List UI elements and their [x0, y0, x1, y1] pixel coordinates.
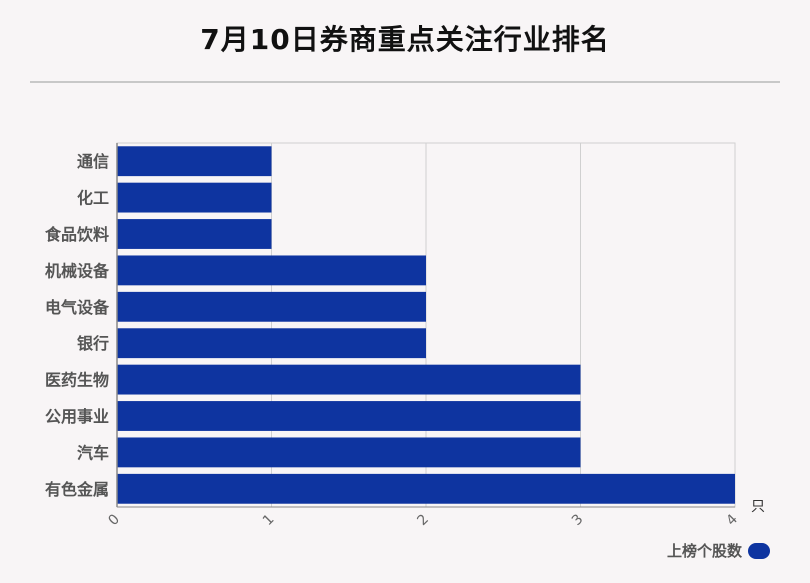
bar	[117, 473, 735, 504]
category-label: 化工	[77, 189, 109, 208]
category-label: 电气设备	[45, 298, 110, 317]
bar	[117, 364, 581, 395]
x-tick-label: 3	[569, 511, 587, 529]
bar	[117, 146, 272, 177]
x-tick-label: 1	[260, 511, 278, 529]
bar	[117, 182, 272, 213]
category-label: 有色金属	[45, 480, 109, 499]
x-tick-label: 2	[414, 511, 432, 529]
chart-title: 7月10日券商重点关注行业排名	[200, 23, 610, 56]
category-label: 汽车	[77, 443, 109, 462]
x-tick-label: 0	[105, 511, 123, 529]
x-tick-label: 4	[723, 511, 741, 529]
title-divider	[30, 81, 780, 83]
category-label: 通信	[77, 152, 109, 171]
category-label: 食品饮料	[44, 225, 109, 244]
bar	[117, 255, 426, 286]
legend-swatch	[748, 542, 770, 559]
category-label: 公用事业	[45, 407, 109, 426]
x-unit-label: 只	[751, 499, 765, 515]
category-label: 医药生物	[45, 371, 109, 390]
category-label: 银行	[77, 334, 109, 353]
category-label: 机械设备	[45, 261, 110, 280]
bar	[117, 401, 581, 431]
legend-label: 上榜个股数	[666, 542, 742, 560]
bar	[117, 291, 426, 322]
bar	[117, 219, 272, 249]
bar	[117, 437, 581, 468]
legend[interactable]: 上榜个股数	[667, 540, 770, 561]
bar	[117, 328, 426, 359]
